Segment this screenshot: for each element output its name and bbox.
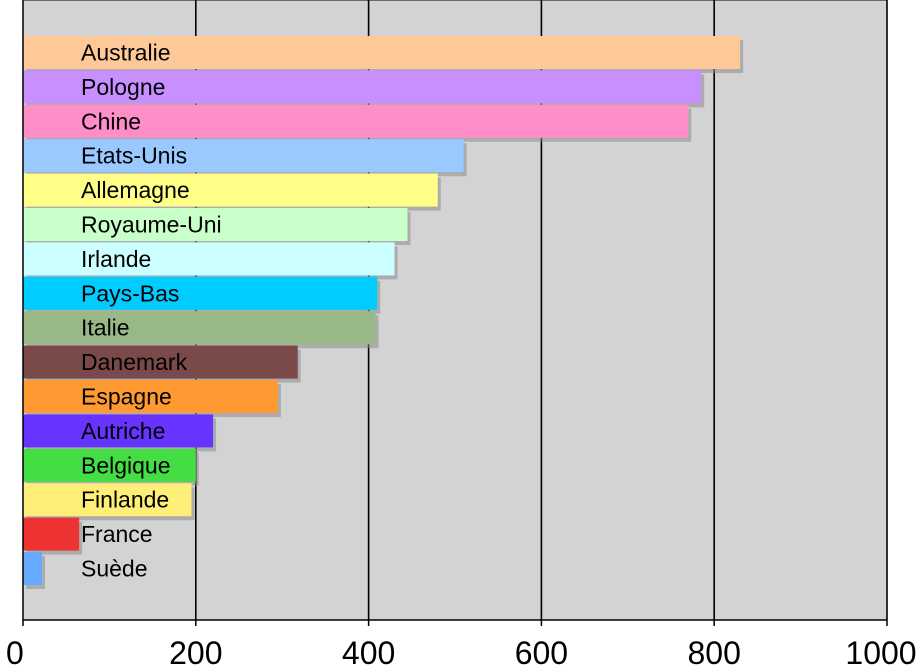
bar-label: Danemark xyxy=(81,349,188,375)
bar-label: Espagne xyxy=(81,384,172,410)
bar xyxy=(23,104,689,138)
bar xyxy=(23,448,196,482)
bar xyxy=(23,483,192,517)
bar xyxy=(23,208,408,241)
bar-labels: Australie Pologne Chine Etats-Unis Allemagne… xyxy=(81,40,222,582)
bar-label: Pologne xyxy=(81,74,165,100)
bar-label: Irlande xyxy=(81,246,151,272)
bar xyxy=(23,139,464,173)
bar xyxy=(23,36,741,69)
bar xyxy=(23,380,278,413)
bar-label: Finlande xyxy=(81,487,169,513)
bar-label: Allemagne xyxy=(81,177,190,203)
bar-label: Autriche xyxy=(81,418,165,444)
x-tick-label: 1000 xyxy=(845,635,916,671)
bar-label: Etats-Unis xyxy=(81,143,187,169)
bar-label: Chine xyxy=(81,108,141,134)
bar xyxy=(23,276,378,310)
bar xyxy=(23,414,214,448)
bar-label: Suède xyxy=(81,556,148,582)
bar-label: Italie xyxy=(81,315,130,341)
bar-label: Belgique xyxy=(81,452,171,478)
bars xyxy=(23,36,741,585)
bar xyxy=(23,70,702,104)
bar xyxy=(23,173,438,207)
bar xyxy=(23,552,43,585)
bar-label: France xyxy=(81,521,153,547)
bar-label: Royaume-Uni xyxy=(81,212,222,238)
bar xyxy=(23,311,376,345)
bar-label: Pays-Bas xyxy=(81,280,179,306)
x-tick-label: 0 xyxy=(6,635,24,671)
bar xyxy=(23,345,298,379)
bar xyxy=(23,242,395,276)
x-axis: 0 200 400 600 800 1000 xyxy=(6,0,917,671)
bar xyxy=(23,517,80,551)
x-tick-label: 800 xyxy=(688,635,741,671)
x-tick-label: 200 xyxy=(169,635,222,671)
x-tick-label: 400 xyxy=(342,635,395,671)
x-tick-label: 600 xyxy=(515,635,568,671)
bar-label: Australie xyxy=(81,40,170,66)
